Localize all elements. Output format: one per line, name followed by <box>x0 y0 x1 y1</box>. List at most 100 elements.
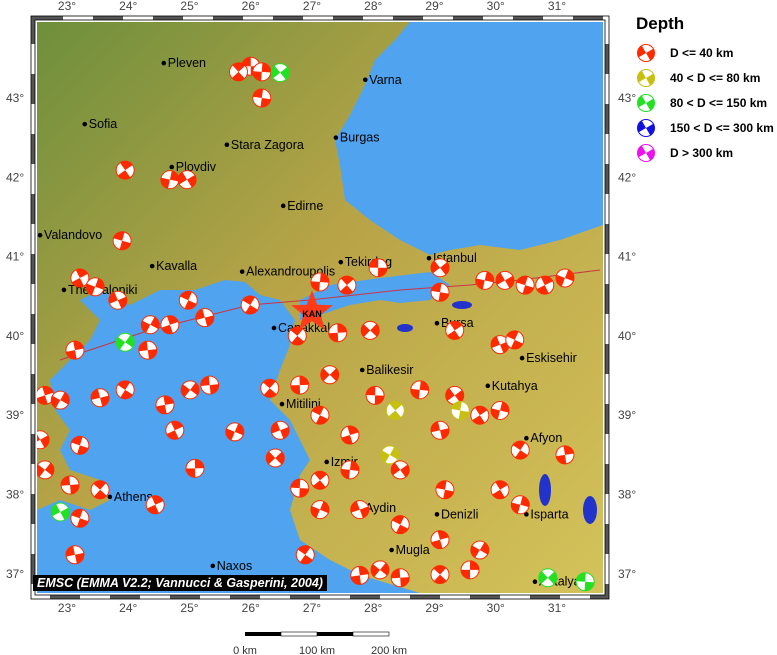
depth-legend: Depth D <= 40 km 40 < D <= 80 km 80 < D <=… <box>636 14 774 165</box>
focal-mechanism-beachball <box>178 290 198 310</box>
focal-mechanism-beachball <box>430 565 450 585</box>
city-kavalla: Kavalla <box>149 259 197 273</box>
city-afyon: Afyon <box>524 431 562 445</box>
focal-mechanism-beachball <box>90 388 110 408</box>
focal-mechanism-beachball <box>510 440 530 460</box>
focal-mechanism-beachball <box>490 400 510 420</box>
city-edirne: Edirne <box>280 199 323 213</box>
lake <box>397 324 413 332</box>
focal-mechanism-beachball <box>290 478 310 498</box>
focal-mechanism-beachball <box>320 365 340 385</box>
focal-mechanism-beachball <box>252 62 272 82</box>
city-alexandroupolis: Alexandroupolis <box>239 265 335 279</box>
focal-mechanism-beachball <box>60 475 80 495</box>
focal-mechanism-beachball <box>470 405 490 425</box>
focal-mechanism-beachball <box>270 420 290 440</box>
focal-mechanism-beachball <box>535 275 555 295</box>
focal-mechanism-beachball <box>380 445 400 465</box>
city-mitilini: Mitilini <box>279 397 321 411</box>
focal-mechanism-beachball <box>260 378 280 398</box>
svg-text:Balikesir: Balikesir <box>366 363 413 377</box>
focal-mechanism-beachball <box>200 375 220 395</box>
legend-label: D <= 40 km <box>670 45 734 60</box>
legend-label: D > 300 km <box>670 145 734 160</box>
lon-tick-label: 29° <box>425 601 443 615</box>
beachball-icon <box>637 93 655 112</box>
city-eskisehir: Eskisehir <box>519 351 577 365</box>
focal-mechanism-beachball <box>180 380 200 400</box>
city-mugla: Mugla <box>389 543 430 557</box>
scale-label: 100 km <box>299 645 335 655</box>
scale-label: 0 km <box>233 645 257 655</box>
focal-mechanism-beachball <box>310 405 330 425</box>
lat-tick-label: 43° <box>618 91 636 105</box>
svg-text:Kutahya: Kutahya <box>492 379 538 393</box>
focal-mechanism-beachball <box>390 568 410 588</box>
focal-mechanism-beachball <box>50 502 70 522</box>
focal-mechanism-beachball <box>337 275 357 295</box>
focal-mechanism-beachball <box>270 63 290 83</box>
focal-mechanism-beachball <box>37 460 55 480</box>
focal-mechanism-beachball <box>85 277 105 297</box>
focal-mechanism-beachball <box>505 330 525 350</box>
focal-mechanism-beachball <box>112 231 132 251</box>
focal-mechanism-beachball <box>115 332 135 352</box>
focal-mechanism-beachball <box>495 270 515 290</box>
focal-mechanism-beachball <box>460 560 480 580</box>
svg-text:Valandovo: Valandovo <box>44 228 102 242</box>
legend-item: 150 < D <= 300 km <box>636 115 774 140</box>
svg-text:Burgas: Burgas <box>340 131 380 145</box>
lat-tick-label: 38° <box>618 488 636 502</box>
focal-mechanism-beachball <box>390 460 410 480</box>
focal-mechanism-beachball <box>385 400 405 420</box>
svg-text:Pleven: Pleven <box>168 56 206 70</box>
focal-mechanism-beachball <box>138 340 158 360</box>
focal-mechanism-beachball <box>555 268 575 288</box>
svg-text:Sofia: Sofia <box>89 117 118 131</box>
svg-text:Varna: Varna <box>369 73 401 87</box>
lat-tick-label: 42° <box>6 170 24 184</box>
legend-label: 150 < D <= 300 km <box>670 120 774 135</box>
legend-title: Depth <box>636 14 685 33</box>
legend-label: 80 < D <= 150 km <box>670 95 768 110</box>
lat-tick-label: 40° <box>618 329 636 343</box>
city-athens: Athens <box>107 490 153 504</box>
focal-mechanism-beachball <box>340 425 360 445</box>
city-plovdiv: Plovdiv <box>169 160 217 174</box>
lat-tick-label: 39° <box>6 408 24 422</box>
focal-mechanism-beachball <box>435 480 455 500</box>
focal-mechanism-beachball <box>295 545 315 565</box>
focal-mechanism-beachball <box>50 390 70 410</box>
lon-tick-label: 30° <box>487 601 505 615</box>
svg-text:Stara Zagora: Stara Zagora <box>231 138 304 152</box>
focal-mechanism-beachball <box>70 435 90 455</box>
city-naxos: Naxos <box>210 559 252 573</box>
lat-tick-label: 37° <box>6 567 24 581</box>
legend-label: 40 < D <= 80 km <box>670 70 761 85</box>
map-frame <box>31 16 609 599</box>
focal-mechanism-beachball <box>470 540 490 560</box>
focal-mechanism-beachball <box>160 315 180 335</box>
svg-text:Edirne: Edirne <box>287 199 323 213</box>
focal-mechanism-beachball <box>510 495 530 515</box>
focal-mechanism-beachball <box>290 375 310 395</box>
focal-mechanism-beachball <box>410 380 430 400</box>
lon-tick-label: 29° <box>425 0 443 13</box>
focal-mechanism-beachball <box>450 400 470 420</box>
lon-tick-label: 25° <box>180 601 198 615</box>
focal-mechanism-beachball <box>370 560 390 580</box>
svg-text:Naxos: Naxos <box>217 559 252 573</box>
lake <box>583 496 597 524</box>
lon-tick-label: 28° <box>364 0 382 13</box>
beachball-icon <box>637 118 655 137</box>
lon-tick-label: 28° <box>364 601 382 615</box>
lon-tick-label: 27° <box>303 0 321 13</box>
lat-tick-label: 39° <box>618 408 636 422</box>
lon-tick-label: 25° <box>180 0 198 13</box>
focal-mechanism-beachball <box>515 275 535 295</box>
focal-mechanism-beachball <box>430 282 450 302</box>
focal-mechanism-beachball <box>115 160 135 180</box>
svg-text:Eskisehir: Eskisehir <box>526 351 577 365</box>
